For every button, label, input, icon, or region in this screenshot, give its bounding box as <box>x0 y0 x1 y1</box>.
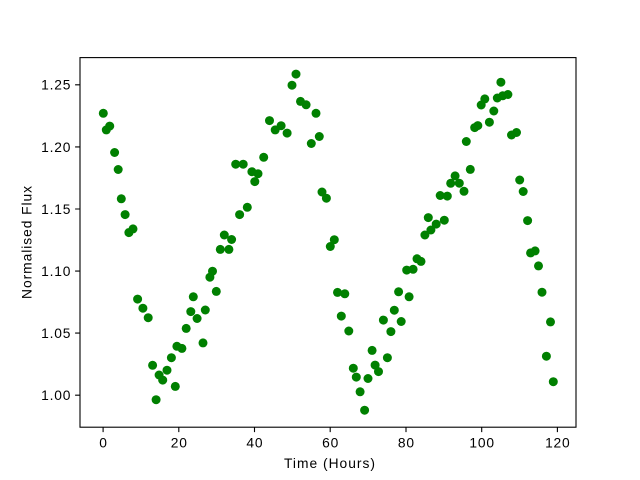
svg-text:1.00: 1.00 <box>41 388 71 403</box>
svg-text:80: 80 <box>398 436 415 451</box>
svg-text:40: 40 <box>246 436 263 451</box>
svg-text:20: 20 <box>171 436 188 451</box>
svg-text:1.25: 1.25 <box>41 78 71 93</box>
svg-text:0: 0 <box>99 436 107 451</box>
svg-text:1.10: 1.10 <box>41 264 71 279</box>
svg-text:120: 120 <box>545 436 570 451</box>
svg-text:Normalised Flux: Normalised Flux <box>20 185 35 299</box>
svg-text:1.15: 1.15 <box>41 202 71 217</box>
svg-text:Time (Hours): Time (Hours) <box>284 456 376 471</box>
svg-text:1.05: 1.05 <box>41 326 71 341</box>
svg-text:60: 60 <box>322 436 339 451</box>
svg-text:1.20: 1.20 <box>41 140 71 155</box>
svg-text:100: 100 <box>469 436 494 451</box>
